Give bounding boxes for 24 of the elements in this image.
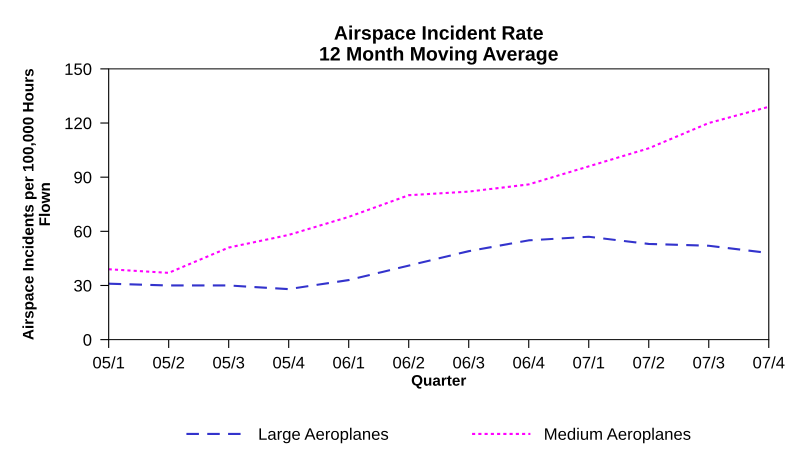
x-tick-label: 06/1: [333, 356, 364, 369]
x-tick-label: 07/2: [633, 356, 664, 369]
y-tick-label: 30: [74, 280, 92, 292]
x-tick-label: 05/4: [273, 356, 304, 369]
y-tick-label: 90: [74, 172, 92, 184]
x-tick-label: 06/4: [513, 356, 544, 369]
line-series: [108, 106, 769, 274]
y-tick-label: 60: [74, 226, 92, 238]
x-tick-label: 05/2: [153, 356, 184, 369]
y-tick-label: 0: [83, 334, 92, 346]
x-tick-label: 05/3: [213, 356, 244, 369]
y-tick-label: 120: [65, 117, 92, 130]
x-tick-label: 06/3: [453, 356, 484, 369]
chart-title: Airspace Incident Rate 12 Month Moving Average: [320, 26, 558, 65]
x-tick-label: 07/4: [753, 356, 785, 369]
legend-label: Medium Aeroplanes: [545, 428, 690, 444]
x-tick-label: 05/1: [93, 356, 124, 369]
x-tick-label: 07/3: [693, 356, 724, 369]
legend-label: Large Aeroplanes: [259, 428, 388, 444]
y-axis-title: Airspace Incidents per 100,000 Hours Flown: [22, 69, 50, 340]
x-tick-label: 07/1: [573, 356, 604, 369]
y-tick-label: 150: [65, 63, 92, 76]
x-axis-title: Quarter: [412, 375, 466, 389]
x-tick-label: 06/2: [393, 356, 424, 369]
